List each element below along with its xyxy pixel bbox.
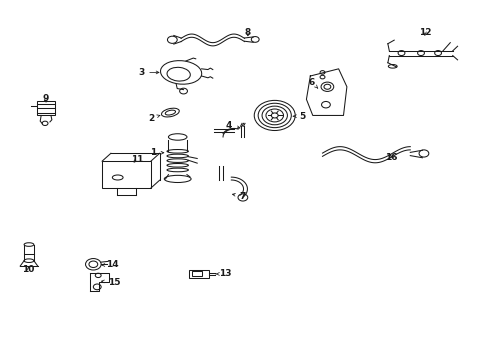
- Text: 11: 11: [131, 155, 143, 164]
- Text: 7: 7: [232, 192, 246, 201]
- Bar: [189, 270, 208, 278]
- Text: 1: 1: [150, 148, 163, 157]
- Text: 15: 15: [102, 278, 121, 287]
- Text: 4: 4: [225, 121, 240, 130]
- Text: 13: 13: [216, 269, 231, 278]
- Text: 10: 10: [22, 265, 35, 274]
- Text: 5: 5: [293, 112, 305, 121]
- Text: 2: 2: [147, 114, 160, 123]
- Text: 9: 9: [43, 94, 49, 103]
- Text: 16: 16: [384, 153, 396, 162]
- Text: 3: 3: [138, 68, 159, 77]
- Bar: [37, 101, 55, 116]
- Text: 12: 12: [418, 28, 430, 37]
- Bar: [102, 161, 151, 188]
- Text: 8: 8: [244, 28, 250, 37]
- Text: 6: 6: [308, 78, 317, 88]
- Text: 14: 14: [102, 261, 118, 270]
- Bar: [192, 271, 202, 276]
